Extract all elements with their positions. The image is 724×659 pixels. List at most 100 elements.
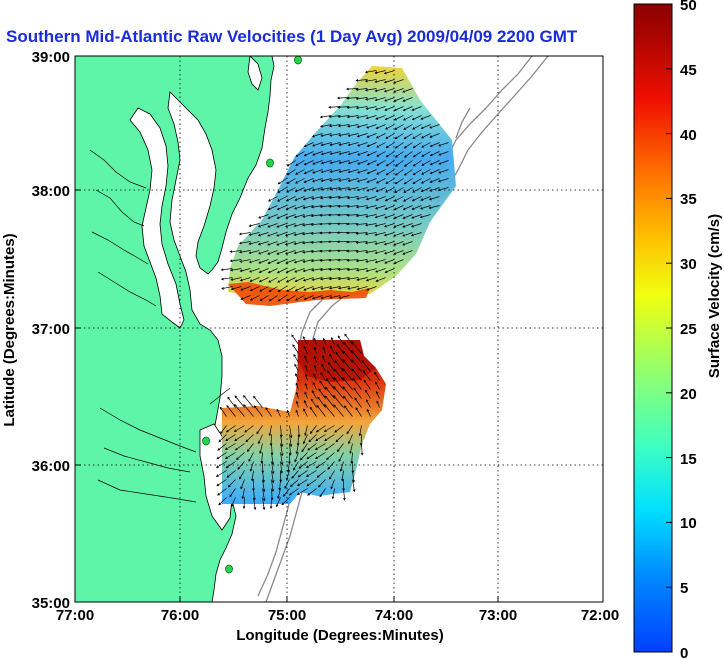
velocity-arrow — [403, 169, 413, 176]
velocity-arrow — [286, 169, 296, 176]
velocity-arrow — [329, 295, 341, 299]
velocity-arrow — [313, 373, 317, 381]
velocity-arrow — [320, 187, 332, 191]
velocity-arrow — [238, 232, 251, 236]
velocity-arrow — [345, 240, 359, 244]
velocity-arrow — [276, 259, 287, 264]
velocity-arrow — [221, 286, 233, 290]
velocity-arrow — [333, 368, 344, 381]
velocity-arrow — [376, 400, 380, 408]
velocity-arrow — [258, 268, 269, 273]
velocity-arrow — [276, 268, 287, 274]
velocity-arrow — [323, 425, 335, 432]
velocity-arrow — [330, 337, 335, 345]
velocity-arrow — [269, 497, 273, 510]
velocity-arrow — [428, 196, 440, 201]
velocity-arrow — [344, 405, 353, 417]
velocity-arrow — [322, 337, 326, 345]
velocity-arrow — [303, 400, 308, 408]
velocity-arrow — [374, 70, 386, 74]
velocity-arrow — [346, 268, 359, 272]
velocity-arrow — [347, 178, 359, 182]
velocity-arrow — [384, 106, 395, 111]
velocity-arrow — [394, 178, 404, 185]
velocity-arrow — [394, 133, 404, 140]
velocity-arrow — [402, 205, 413, 211]
velocity-arrow — [303, 151, 314, 157]
velocity-arrow — [364, 232, 377, 236]
velocity-arrow — [364, 250, 377, 254]
velocity-arrow — [310, 205, 323, 209]
velocity-arrow — [357, 151, 368, 156]
velocity-arrow — [429, 142, 440, 148]
velocity-arrow — [366, 408, 371, 417]
velocity-arrow — [333, 385, 344, 399]
velocity-arrow — [344, 333, 353, 345]
velocity-arrow — [385, 169, 395, 176]
velocity-field-north — [228, 66, 456, 298]
velocity-arrow — [292, 344, 299, 354]
velocity-arrow — [345, 231, 359, 235]
velocity-arrow — [320, 142, 332, 147]
velocity-arrow — [234, 434, 245, 441]
velocity-arrow — [374, 106, 386, 111]
velocity-arrow — [302, 259, 314, 263]
velocity-arrow — [267, 259, 278, 264]
velocity-arrow — [329, 169, 341, 173]
velocity-arrow — [357, 169, 368, 174]
velocity-arrow — [343, 341, 353, 354]
velocity-arrow — [267, 205, 278, 211]
velocity-arrow — [384, 250, 395, 255]
velocity-arrow — [355, 88, 368, 91]
velocity-arrow — [304, 364, 308, 372]
velocity-arrow — [285, 268, 296, 274]
velocity-arrow — [301, 443, 308, 453]
velocity-arrow — [257, 232, 269, 237]
velocity-arrow — [393, 241, 404, 246]
velocity-arrow — [421, 142, 431, 148]
velocity-arrow — [384, 268, 395, 273]
grid-lines — [75, 56, 603, 602]
velocity-arrow — [352, 377, 362, 390]
velocity-arrow — [421, 169, 431, 175]
velocity-arrow — [294, 178, 305, 184]
velocity-arrow — [421, 151, 431, 157]
velocity-arrow — [320, 124, 332, 128]
velocity-arrow — [329, 133, 341, 137]
velocity-arrow — [402, 241, 413, 246]
velocity-arrow — [301, 241, 314, 245]
velocity-arrow — [306, 452, 317, 460]
velocity-arrow — [267, 241, 278, 246]
velocity-arrow — [304, 355, 308, 363]
velocity-arrow — [374, 214, 386, 219]
velocity-arrow — [253, 497, 257, 511]
velocity-hotspot-north-edge — [228, 282, 370, 306]
velocity-arrow — [437, 178, 449, 183]
velocity-arrow — [328, 196, 341, 200]
velocity-arrow — [376, 160, 386, 166]
velocity-arrow — [438, 169, 449, 174]
colorbar-tick-label: 25 — [680, 321, 697, 338]
velocity-arrow — [395, 160, 404, 167]
velocity-arrow — [243, 404, 254, 417]
velocity-arrow — [411, 223, 422, 228]
colorbar-tick-label: 30 — [680, 256, 697, 273]
velocity-arrow — [215, 470, 227, 477]
colorbar-tick-label: 35 — [680, 191, 697, 208]
velocity-arrow — [271, 461, 275, 475]
velocity-arrow — [295, 391, 299, 399]
velocity-arrow — [330, 479, 335, 490]
velocity-arrow — [412, 124, 422, 130]
velocity-arrow — [248, 223, 260, 227]
velocity-arrow — [309, 406, 317, 417]
velocity-arrow — [234, 395, 245, 408]
velocity-arrow — [410, 232, 422, 237]
velocity-arrow — [253, 395, 263, 408]
velocity-arrow — [394, 169, 404, 176]
velocity-arrow — [383, 232, 395, 237]
velocity-arrow — [346, 106, 359, 109]
velocity-arrow — [241, 488, 245, 500]
velocity-arrow — [319, 380, 326, 390]
station-marker — [202, 436, 210, 446]
velocity-arrow — [308, 434, 317, 443]
